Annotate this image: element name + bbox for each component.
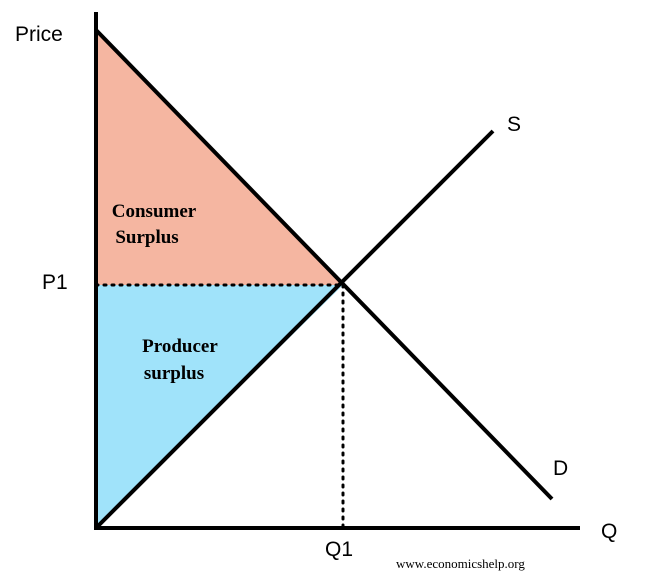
source-credit: www.economicshelp.org bbox=[396, 556, 525, 571]
producer-surplus-label-line2: surplus bbox=[144, 363, 204, 384]
demand-label: D bbox=[553, 457, 568, 480]
quantity-q1-label: Q1 bbox=[325, 538, 353, 561]
consumer-surplus-label-line2: Surplus bbox=[115, 227, 178, 248]
y-axis-label: Price bbox=[15, 23, 63, 46]
demand-curve bbox=[94, 28, 554, 501]
consumer-surplus-label-line1: Consumer bbox=[112, 201, 197, 222]
supply-curve bbox=[94, 129, 495, 530]
price-p1-label: P1 bbox=[42, 271, 68, 294]
x-axis-label: Q bbox=[601, 520, 617, 543]
producer-surplus-label-line1: Producer bbox=[142, 336, 218, 357]
supply-label: S bbox=[507, 113, 521, 136]
